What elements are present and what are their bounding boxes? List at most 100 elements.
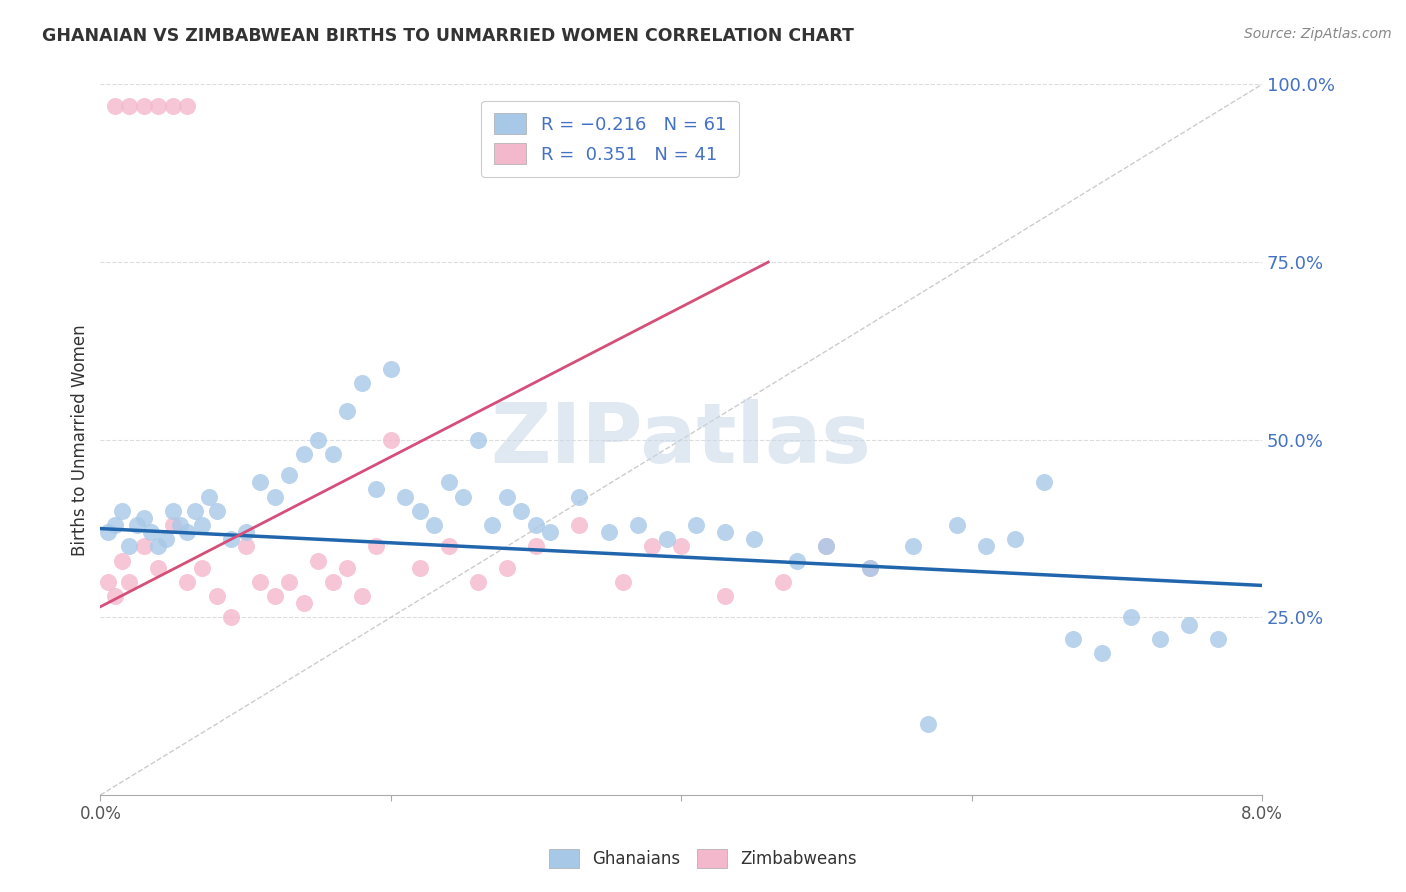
- Point: [1033, 475, 1056, 490]
- Point: [598, 525, 620, 540]
- Point: [141, 525, 163, 540]
- Point: [1178, 617, 1201, 632]
- Point: [772, 574, 794, 589]
- Point: [111, 553, 134, 567]
- Point: [481, 518, 503, 533]
- Point: [423, 518, 446, 533]
- Point: [191, 560, 214, 574]
- Point: [322, 574, 344, 589]
- Point: [524, 518, 547, 533]
- Point: [336, 560, 359, 574]
- Point: [118, 539, 141, 553]
- Point: [786, 553, 808, 567]
- Point: [235, 525, 257, 540]
- Point: [176, 99, 198, 113]
- Point: [380, 433, 402, 447]
- Point: [198, 490, 221, 504]
- Point: [183, 504, 205, 518]
- Point: [205, 504, 228, 518]
- Point: [148, 560, 170, 574]
- Point: [148, 99, 170, 113]
- Point: [219, 533, 242, 547]
- Point: [437, 539, 460, 553]
- Point: [249, 475, 271, 490]
- Point: [1121, 610, 1143, 624]
- Point: [169, 518, 191, 533]
- Point: [626, 518, 648, 533]
- Legend: R = −0.216   N = 61, R =  0.351   N = 41: R = −0.216 N = 61, R = 0.351 N = 41: [481, 101, 738, 177]
- Point: [366, 539, 388, 553]
- Point: [176, 574, 198, 589]
- Point: [917, 717, 939, 731]
- Point: [292, 596, 315, 610]
- Point: [1208, 632, 1230, 646]
- Point: [307, 433, 329, 447]
- Point: [125, 518, 148, 533]
- Point: [524, 539, 547, 553]
- Point: [366, 483, 388, 497]
- Text: GHANAIAN VS ZIMBABWEAN BIRTHS TO UNMARRIED WOMEN CORRELATION CHART: GHANAIAN VS ZIMBABWEAN BIRTHS TO UNMARRI…: [42, 27, 853, 45]
- Point: [437, 475, 460, 490]
- Point: [278, 468, 301, 483]
- Point: [685, 518, 707, 533]
- Point: [350, 589, 373, 603]
- Point: [176, 525, 198, 540]
- Point: [903, 539, 925, 553]
- Point: [1091, 646, 1114, 660]
- Point: [162, 99, 184, 113]
- Point: [946, 518, 969, 533]
- Point: [263, 589, 285, 603]
- Point: [97, 525, 120, 540]
- Point: [713, 525, 735, 540]
- Point: [350, 376, 373, 390]
- Point: [132, 511, 155, 525]
- Point: [496, 490, 519, 504]
- Point: [859, 560, 882, 574]
- Point: [641, 539, 664, 553]
- Y-axis label: Births to Unmarried Women: Births to Unmarried Women: [72, 324, 89, 556]
- Point: [612, 574, 634, 589]
- Point: [467, 433, 489, 447]
- Point: [467, 574, 489, 589]
- Point: [219, 610, 242, 624]
- Point: [249, 574, 271, 589]
- Point: [104, 589, 127, 603]
- Point: [859, 560, 882, 574]
- Point: [815, 539, 838, 553]
- Point: [148, 539, 170, 553]
- Point: [278, 574, 301, 589]
- Point: [162, 518, 184, 533]
- Point: [974, 539, 997, 553]
- Point: [132, 539, 155, 553]
- Point: [815, 539, 838, 553]
- Point: [568, 518, 591, 533]
- Point: [162, 504, 184, 518]
- Point: [1062, 632, 1084, 646]
- Point: [191, 518, 214, 533]
- Point: [292, 447, 315, 461]
- Point: [540, 525, 562, 540]
- Point: [155, 533, 177, 547]
- Point: [1004, 533, 1026, 547]
- Point: [713, 589, 735, 603]
- Point: [568, 490, 591, 504]
- Text: Source: ZipAtlas.com: Source: ZipAtlas.com: [1244, 27, 1392, 41]
- Point: [263, 490, 285, 504]
- Point: [307, 553, 329, 567]
- Point: [1149, 632, 1171, 646]
- Point: [742, 533, 765, 547]
- Point: [409, 504, 432, 518]
- Point: [510, 504, 533, 518]
- Point: [336, 404, 359, 418]
- Point: [205, 589, 228, 603]
- Point: [104, 99, 127, 113]
- Point: [380, 361, 402, 376]
- Point: [669, 539, 692, 553]
- Point: [97, 574, 120, 589]
- Point: [111, 504, 134, 518]
- Point: [496, 560, 519, 574]
- Point: [118, 574, 141, 589]
- Point: [394, 490, 416, 504]
- Point: [409, 560, 432, 574]
- Point: [235, 539, 257, 553]
